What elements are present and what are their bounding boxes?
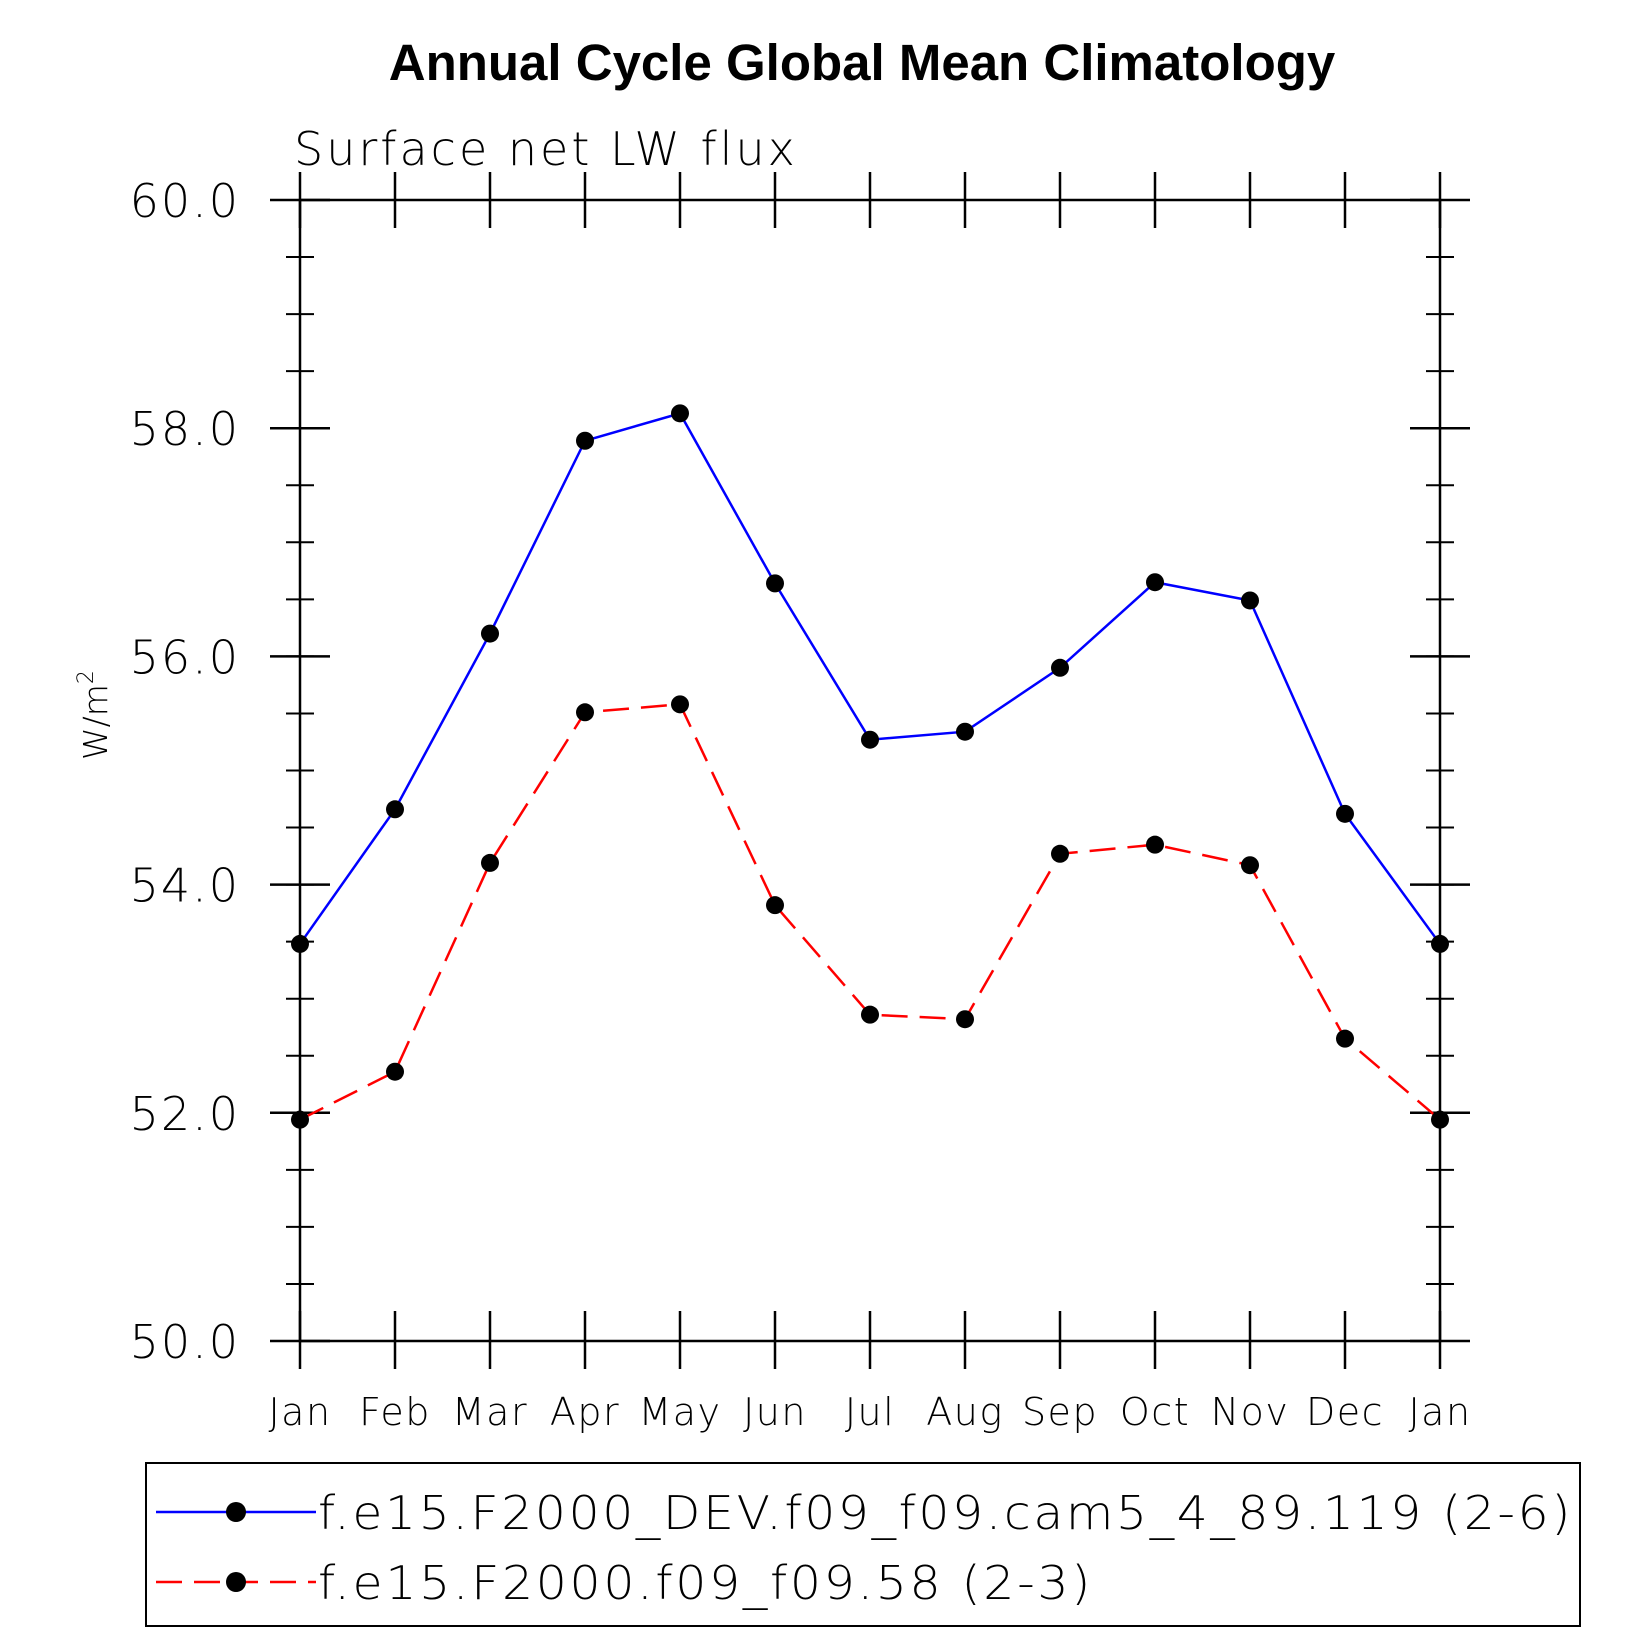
x-tick-label: Feb — [359, 1390, 431, 1434]
plot-series — [291, 404, 1449, 1129]
legend: f.e15.F2000_DEV.f09_f09.cam5_4_89.119 (2… — [145, 1462, 1581, 1627]
legend-marker-1 — [226, 1502, 246, 1522]
legend-label-2: f.e15.F2000.f09_f09.58 (2-3) — [318, 1556, 1093, 1610]
x-tick-label: Jul — [845, 1390, 895, 1434]
y-tick-label: 50.0 — [130, 1315, 240, 1369]
data-point-series-2 — [1336, 1029, 1354, 1048]
chart-title: Annual Cycle Global Mean Climatology — [389, 34, 1336, 91]
data-point-series-2 — [1146, 835, 1164, 854]
y-axis-label-unit: W/m — [76, 684, 115, 760]
x-tick-label: Dec — [1306, 1390, 1384, 1434]
x-tick-label: Jun — [743, 1390, 807, 1434]
x-tick-label: Mar — [452, 1390, 528, 1434]
x-tick-label: Apr — [550, 1390, 620, 1434]
data-point-series-2 — [956, 1010, 974, 1029]
data-point-series-1 — [861, 730, 879, 749]
y-tick-label: 60.0 — [130, 174, 240, 228]
data-point-series-1 — [1051, 658, 1069, 677]
x-tick-label: Aug — [926, 1390, 1003, 1434]
x-tick-label: Sep — [1022, 1390, 1098, 1434]
plot-axes: Jan Feb Mar Apr May Jun Jul Aug Sep Oct Nov Dec Jan 5… — [130, 172, 1471, 1434]
series-line-1 — [298, 411, 1442, 945]
y-axis-label-superscript: 2 — [74, 670, 99, 684]
y-tick-label: 52.0 — [130, 1087, 240, 1141]
y-tick-label: 56.0 — [130, 630, 240, 684]
y-tick-label: 58.0 — [130, 402, 240, 456]
data-point-series-1 — [956, 722, 974, 741]
plot-frame — [298, 198, 1442, 1343]
y-tick-label: 54.0 — [130, 859, 240, 913]
data-point-series-2 — [671, 695, 689, 714]
data-point-series-2 — [386, 1062, 404, 1081]
data-point-series-2 — [766, 896, 784, 915]
data-point-series-1 — [576, 431, 594, 450]
data-point-series-1 — [1431, 934, 1449, 953]
data-point-series-1 — [386, 800, 404, 819]
data-point-series-2 — [861, 1005, 879, 1024]
series-line-2 — [299, 703, 1441, 1121]
data-point-series-2 — [1431, 1110, 1449, 1129]
data-point-series-1 — [1241, 591, 1259, 610]
y-axis-label: W/m2 — [74, 670, 115, 760]
x-tick-label: May — [638, 1390, 721, 1434]
legend-marker-2 — [226, 1572, 246, 1592]
x-tick-label: Jan — [1408, 1390, 1471, 1434]
x-tick-label: Jan — [268, 1390, 331, 1434]
data-point-series-2 — [1051, 844, 1069, 863]
data-point-series-1 — [291, 934, 309, 953]
x-tick-label: Nov — [1211, 1390, 1290, 1434]
data-point-series-1 — [766, 574, 784, 593]
legend-label-1: f.e15.F2000_DEV.f09_f09.cam5_4_89.119 (2… — [318, 1486, 1573, 1540]
data-point-series-1 — [1336, 804, 1354, 823]
data-point-series-2 — [576, 703, 594, 722]
data-point-series-1 — [671, 404, 689, 423]
x-tick-label: Oct — [1120, 1390, 1190, 1434]
data-point-series-1 — [481, 624, 499, 643]
legend-box — [145, 1462, 1581, 1627]
data-point-series-2 — [291, 1110, 309, 1129]
data-point-series-2 — [481, 853, 499, 872]
chart-subtitle: Surface net LW flux — [294, 122, 798, 176]
data-point-series-1 — [1146, 573, 1164, 592]
data-point-series-2 — [1241, 856, 1259, 875]
